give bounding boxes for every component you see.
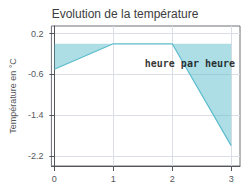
svg-text:heure par heure: heure par heure (145, 58, 235, 69)
svg-text:Evolution de la température: Evolution de la température (52, 7, 199, 21)
svg-text:-2.2: -2.2 (28, 151, 44, 161)
svg-text:-1.4: -1.4 (28, 110, 44, 120)
svg-text:-0.6: -0.6 (28, 69, 44, 79)
svg-text:3: 3 (229, 174, 234, 184)
svg-text:Température en °C: Température en °C (8, 58, 18, 134)
svg-text:0: 0 (52, 174, 57, 184)
svg-text:2: 2 (170, 174, 175, 184)
svg-text:0.2: 0.2 (31, 29, 44, 39)
svg-text:1: 1 (111, 174, 116, 184)
